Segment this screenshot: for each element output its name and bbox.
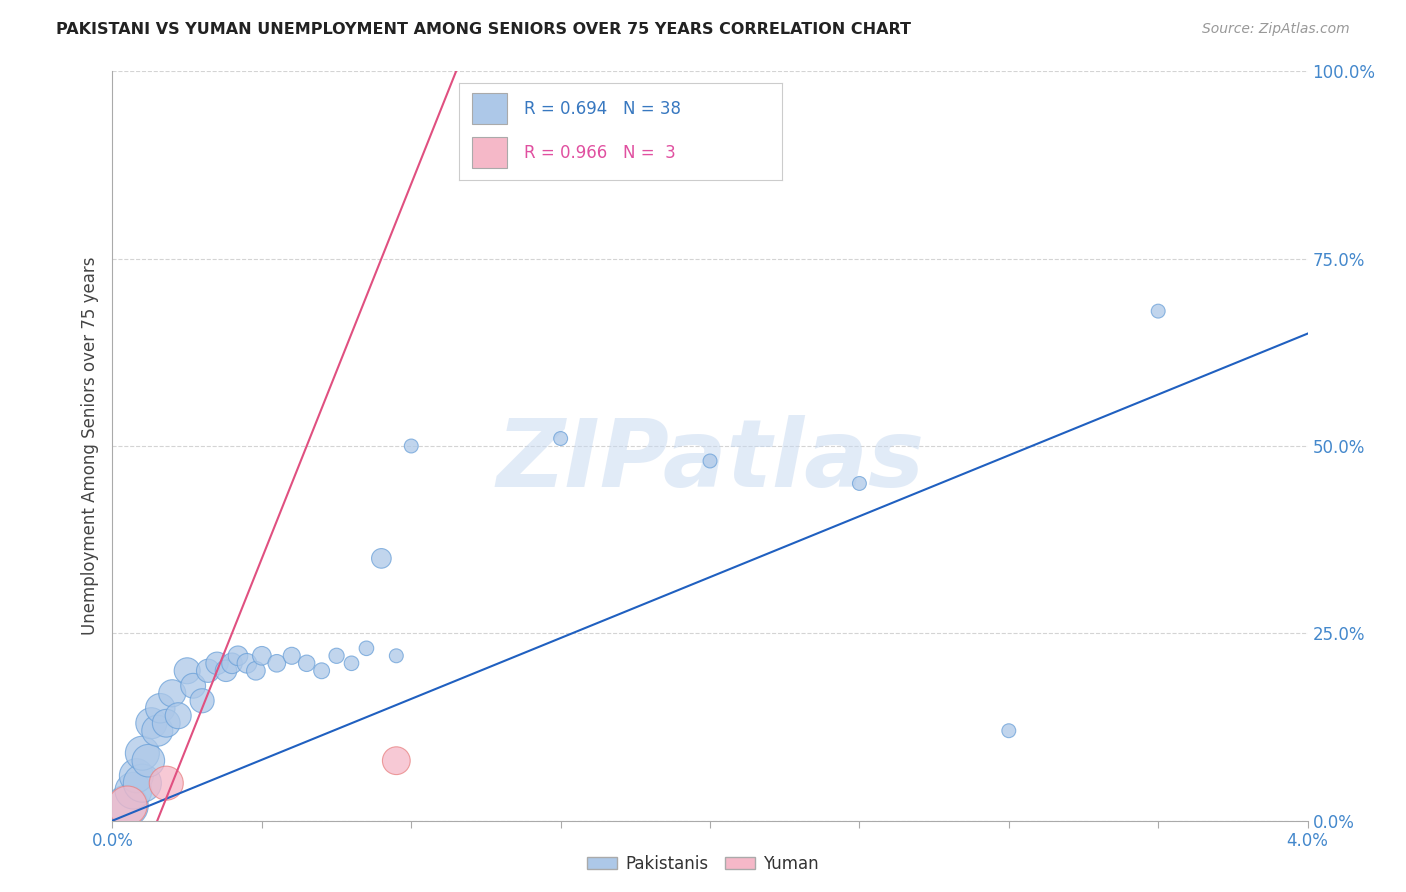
Text: ZIPatlas: ZIPatlas (496, 415, 924, 507)
Point (146, 723, 169, 738)
Point (1147, 304, 1170, 318)
Point (325, 648, 347, 663)
Point (311, 664, 333, 678)
Y-axis label: Unemployment Among Seniors over 75 years: Unemployment Among Seniors over 75 years (80, 257, 98, 635)
Point (162, 686, 183, 700)
Point (295, 657, 318, 671)
Text: Source: ZipAtlas.com: Source: ZipAtlas.com (1202, 22, 1350, 37)
Point (221, 657, 243, 671)
Point (191, 694, 214, 708)
Point (131, 776, 153, 790)
Point (998, 723, 1021, 738)
Point (385, 648, 408, 663)
Text: PAKISTANI VS YUMAN UNEMPLOYMENT AMONG SENIORS OVER 75 YEARS CORRELATION CHART: PAKISTANI VS YUMAN UNEMPLOYMENT AMONG SE… (56, 22, 911, 37)
Point (197, 664, 219, 678)
Point (401, 439, 423, 453)
Point (848, 476, 870, 491)
Point (281, 648, 304, 663)
Point (385, 754, 408, 768)
Point (226, 648, 249, 663)
Point (266, 657, 288, 671)
Point (122, 783, 145, 797)
Point (117, 798, 139, 813)
Point (205, 657, 228, 671)
Point (167, 708, 190, 723)
Point (370, 551, 392, 566)
Point (181, 679, 204, 693)
Point (176, 664, 198, 678)
Point (155, 776, 177, 790)
Point (138, 754, 160, 768)
Point (131, 746, 153, 760)
Point (245, 664, 267, 678)
Point (117, 798, 139, 813)
Point (340, 657, 363, 671)
Point (356, 641, 378, 656)
Legend: Pakistanis, Yuman: Pakistanis, Yuman (581, 848, 825, 880)
Point (250, 648, 273, 663)
Point (550, 432, 572, 446)
Point (155, 716, 177, 731)
Point (215, 664, 238, 678)
Point (149, 701, 172, 715)
Point (236, 657, 259, 671)
Point (141, 716, 163, 731)
Point (125, 769, 148, 783)
Point (699, 454, 721, 468)
